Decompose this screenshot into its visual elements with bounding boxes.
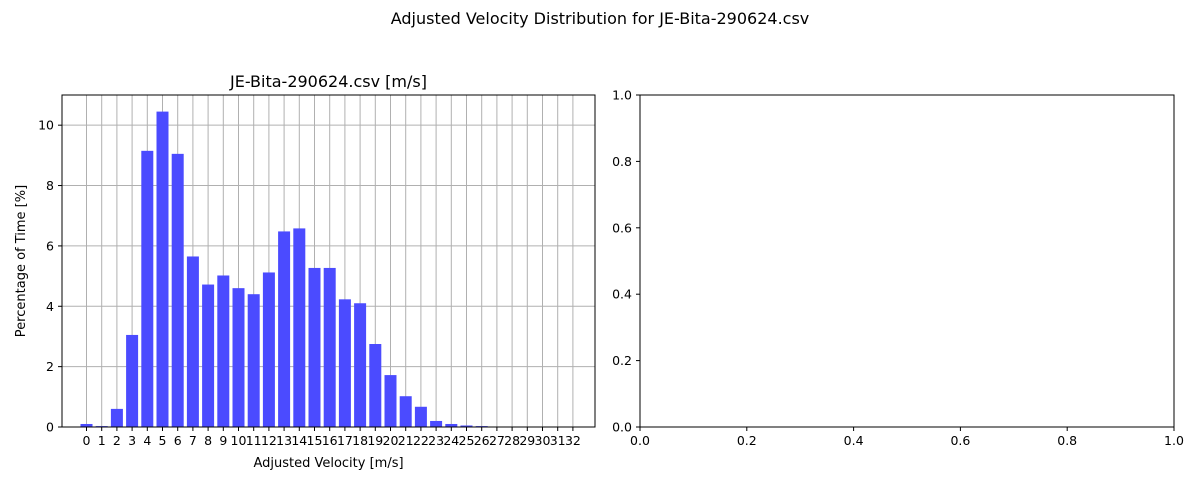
empty-panel-x-ticks: 0.0 0.2 0.4 0.6 0.8 1.0 bbox=[630, 427, 1184, 448]
histogram-bar bbox=[399, 396, 412, 427]
histogram-x-axis-label: Adjusted Velocity [m/s] bbox=[253, 456, 403, 471]
x-tick-label: 0.0 bbox=[630, 433, 650, 448]
empty-panel-y-ticks: 0.0 0.2 0.4 0.6 0.8 1.0 bbox=[612, 88, 640, 435]
histogram-bar bbox=[247, 294, 260, 427]
x-tick-label: 20 bbox=[383, 433, 399, 448]
x-tick-label: 24 bbox=[443, 433, 459, 448]
histogram-bar bbox=[186, 256, 199, 427]
x-tick-label: 30 bbox=[535, 433, 551, 448]
histogram-axes-frame bbox=[61, 94, 596, 428]
histogram-bar bbox=[293, 228, 306, 427]
histogram-bar bbox=[460, 425, 473, 427]
x-tick-label: 23 bbox=[428, 433, 444, 448]
histogram-bar bbox=[171, 153, 184, 427]
x-tick-label: 15 bbox=[307, 433, 323, 448]
histogram-bar bbox=[278, 231, 291, 427]
y-tick-label: 10 bbox=[38, 118, 54, 133]
x-tick-label: 21 bbox=[398, 433, 414, 448]
histogram-y-axis-label: Percentage of Time [%] bbox=[14, 185, 29, 337]
histogram-panel: 0 1 2 3 4 5 6 7 8 9 10 11 12 13 14 15 16 17 18 19 20 21 22 23 24… bbox=[14, 72, 596, 471]
x-tick-label: 13 bbox=[276, 433, 292, 448]
histogram-bar bbox=[323, 267, 336, 427]
x-tick-label: 16 bbox=[322, 433, 338, 448]
x-tick-label: 26 bbox=[474, 433, 490, 448]
histogram-bar bbox=[156, 111, 169, 427]
x-tick-label: 18 bbox=[352, 433, 368, 448]
histogram-bar bbox=[445, 423, 458, 427]
histogram-bar bbox=[369, 344, 382, 427]
x-tick-label: 2 bbox=[113, 433, 121, 448]
y-tick-label: 0.4 bbox=[612, 287, 632, 302]
x-tick-label: 5 bbox=[159, 433, 167, 448]
x-tick-label: 8 bbox=[204, 433, 212, 448]
x-tick-label: 6 bbox=[174, 433, 182, 448]
empty-axes-frame bbox=[639, 94, 1175, 428]
y-tick-label: 0.0 bbox=[612, 420, 632, 435]
y-tick-label: 4 bbox=[46, 299, 54, 314]
y-tick-label: 2 bbox=[46, 359, 54, 374]
histogram-y-ticks: 0 2 4 6 8 10 bbox=[38, 118, 62, 435]
histogram-bar bbox=[262, 272, 275, 427]
x-tick-label: 28 bbox=[504, 433, 520, 448]
x-tick-label: 9 bbox=[219, 433, 227, 448]
histogram-title: JE-Bita-290624.csv [m/s] bbox=[229, 72, 427, 91]
histogram-bar bbox=[338, 299, 351, 427]
x-tick-label: 7 bbox=[189, 433, 197, 448]
histogram-bar bbox=[80, 423, 93, 427]
y-tick-label: 0.8 bbox=[612, 154, 632, 169]
histogram-bar bbox=[202, 284, 215, 427]
histogram-bar bbox=[232, 288, 245, 427]
y-tick-label: 8 bbox=[46, 178, 54, 193]
histogram-bar bbox=[384, 375, 397, 427]
histogram-bar bbox=[430, 420, 443, 427]
y-tick-label: 0.6 bbox=[612, 220, 632, 235]
histogram-bar bbox=[308, 267, 321, 427]
x-tick-label: 3 bbox=[128, 433, 136, 448]
x-tick-label: 0.4 bbox=[844, 433, 864, 448]
x-tick-label: 1.0 bbox=[1164, 433, 1184, 448]
y-tick-label: 0 bbox=[46, 420, 54, 435]
x-tick-label: 0.6 bbox=[950, 433, 970, 448]
x-tick-label: 1 bbox=[98, 433, 106, 448]
x-tick-label: 11 bbox=[246, 433, 262, 448]
x-tick-label: 4 bbox=[143, 433, 151, 448]
histogram-bar bbox=[354, 303, 367, 427]
x-tick-label: 27 bbox=[489, 433, 505, 448]
histogram-bar bbox=[110, 408, 123, 427]
x-tick-label: 22 bbox=[413, 433, 429, 448]
histogram-bar bbox=[414, 406, 427, 427]
y-tick-label: 6 bbox=[46, 238, 54, 253]
histogram-bars bbox=[80, 111, 519, 427]
empty-panel: 0.0 0.2 0.4 0.6 0.8 1.0 0.0 0.2 0.4 0.6 0.8 1.0 bbox=[612, 88, 1184, 449]
figure-suptitle: Adjusted Velocity Distribution for JE-Bi… bbox=[391, 9, 810, 28]
histogram-bar bbox=[217, 275, 230, 427]
x-tick-label: 12 bbox=[261, 433, 277, 448]
x-tick-label: 0.2 bbox=[737, 433, 757, 448]
x-tick-label: 0.8 bbox=[1057, 433, 1077, 448]
x-tick-label: 10 bbox=[231, 433, 247, 448]
y-tick-label: 1.0 bbox=[612, 88, 632, 103]
x-tick-label: 29 bbox=[519, 433, 535, 448]
x-tick-label: 25 bbox=[459, 433, 475, 448]
x-tick-label: 0 bbox=[83, 433, 91, 448]
x-tick-label: 32 bbox=[565, 433, 581, 448]
histogram-bar bbox=[126, 334, 139, 427]
histogram-x-ticks: 0 1 2 3 4 5 6 7 8 9 10 11 12 13 14 15 16 17 18 19 20 21 22 23 24… bbox=[83, 427, 581, 448]
x-tick-label: 31 bbox=[550, 433, 566, 448]
y-tick-label: 0.2 bbox=[612, 353, 632, 368]
x-tick-label: 14 bbox=[291, 433, 307, 448]
x-tick-label: 17 bbox=[337, 433, 353, 448]
histogram-bar bbox=[141, 150, 154, 427]
x-tick-label: 19 bbox=[367, 433, 383, 448]
